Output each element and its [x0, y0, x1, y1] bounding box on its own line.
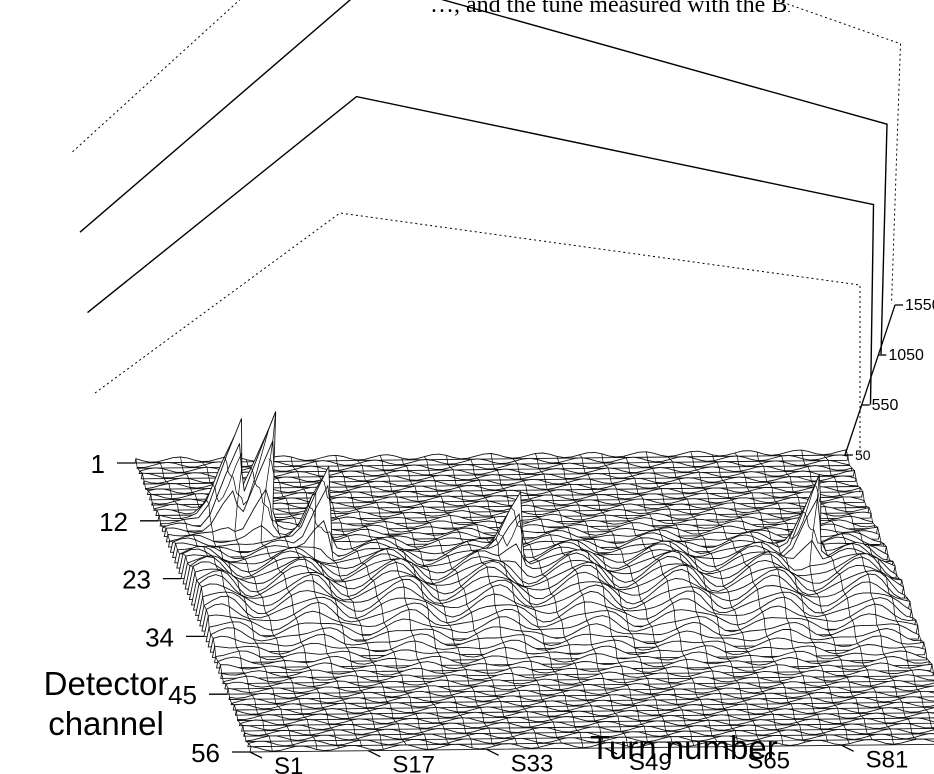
- surface-cross-line: [845, 449, 934, 677]
- surface-mesh: [134, 411, 934, 753]
- surface-cross-line: [467, 457, 584, 748]
- surface-cross-line: [401, 458, 518, 746]
- surface-cross-line: [690, 451, 806, 743]
- surface-cross-line: [778, 454, 894, 745]
- surface-cross-line: [801, 450, 917, 740]
- surface-line: [228, 685, 934, 700]
- x-tick: [723, 746, 736, 754]
- surface-cross-line: [268, 458, 384, 750]
- surface-line: [209, 628, 922, 653]
- y-axis: 1 12 23 34 45 56: [91, 449, 250, 768]
- back-plane-line: [72, 0, 902, 304]
- x-tick-label: S49: [629, 749, 672, 774]
- z-tick-label: 50: [855, 447, 871, 463]
- x-tick-label: S17: [392, 752, 435, 774]
- surface-cross-line: [180, 456, 296, 747]
- y-tick-label: 45: [168, 680, 197, 710]
- back-plane-line: [87, 95, 875, 405]
- caption-fragment: …, and the tune measured with the BPMs.: [430, 0, 790, 18]
- surface-cross-line: [756, 452, 873, 740]
- back-planes: [72, 0, 902, 455]
- x-tick: [249, 751, 263, 759]
- surface-cross-line: [734, 452, 850, 744]
- surface-cross-line: [601, 453, 718, 742]
- x-tick: [604, 747, 618, 755]
- surface-cross-line: [379, 455, 496, 747]
- surface-cross-line: [246, 459, 363, 747]
- surface-line: [232, 696, 934, 711]
- back-plane-line: [79, 0, 888, 355]
- y-tick-label: 1: [91, 449, 105, 479]
- surface-cross-line: [535, 453, 651, 745]
- x-axis: S1S17S33S49S65S81S97: [249, 744, 909, 774]
- surface-line: [218, 656, 930, 674]
- surface-cross-line: [446, 455, 562, 744]
- x-tick: [841, 744, 854, 752]
- surface-cross-line: [490, 453, 607, 744]
- surface-cross-line: [335, 455, 451, 745]
- surface-line: [245, 728, 934, 742]
- surface-line: [226, 679, 934, 695]
- z-tick-label: 1550: [905, 297, 934, 314]
- surface-line: [247, 733, 934, 748]
- y-tick-label: 23: [122, 565, 151, 595]
- surface-cross-line: [623, 455, 739, 747]
- y-axis-title: Detector channel: [43, 665, 169, 742]
- surface-line: [220, 662, 933, 679]
- surface-line: [203, 603, 917, 637]
- x-tick-label: S81: [866, 746, 909, 773]
- surface-cross-line: [711, 454, 828, 743]
- back-plane-line: [94, 212, 861, 455]
- y-tick-label: 56: [191, 738, 220, 768]
- surface-cross-line: [822, 454, 934, 730]
- surface-line: [201, 596, 914, 632]
- surface-line: [224, 674, 934, 690]
- x-tick: [486, 748, 499, 756]
- surface-line: [211, 635, 925, 658]
- surface-cross-line: [646, 451, 762, 742]
- surface-line: [241, 717, 934, 732]
- surface-line: [222, 669, 934, 685]
- surface-line: [215, 650, 928, 669]
- y-tick-label: 34: [145, 622, 174, 652]
- surface-cross-line: [512, 457, 628, 747]
- surface-cross-line: [135, 458, 252, 747]
- surface-line: [238, 711, 934, 727]
- x-tick-label: S65: [747, 748, 790, 774]
- surface-cross-line: [356, 459, 473, 748]
- x-tick-label: S1: [274, 753, 303, 774]
- surface-cross-line: [556, 456, 673, 744]
- y-tick-label: 12: [99, 507, 128, 537]
- surface-line: [236, 707, 934, 721]
- z-axis-line: [844, 304, 896, 456]
- surface-cross-line: [290, 456, 407, 746]
- x-tick: [368, 750, 381, 758]
- surface-cross-line: [224, 411, 340, 749]
- z-tick-label: 550: [872, 397, 899, 414]
- z-axis: 50 550 1050 1550: [844, 297, 934, 463]
- x-axis-title: Turn number: [590, 729, 778, 766]
- surface-line: [249, 738, 934, 753]
- surface-cross-line: [423, 456, 540, 748]
- surface-line: [243, 722, 934, 737]
- surface-cross-line: [157, 461, 273, 752]
- z-tick-label: 1050: [888, 347, 924, 364]
- surface-cross-line: [667, 456, 784, 745]
- surface-cross-line: [312, 459, 428, 750]
- surface-cross-line: [579, 454, 695, 746]
- surface-line: [230, 690, 934, 706]
- x-tick-label: S33: [511, 750, 554, 774]
- surface-cross-line: [201, 452, 318, 750]
- surface-line: [234, 701, 934, 716]
